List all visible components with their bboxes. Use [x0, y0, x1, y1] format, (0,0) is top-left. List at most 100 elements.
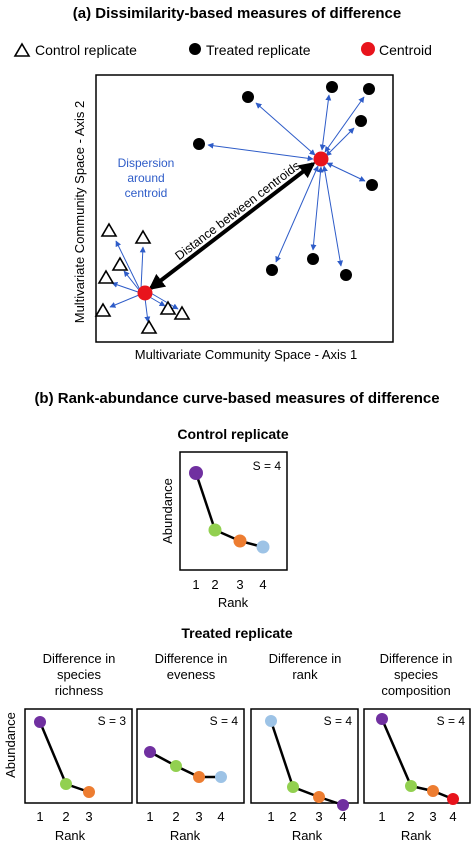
dispersion-label-line-1: Dispersion [118, 156, 175, 170]
eveness-s-label: S = 4 [210, 714, 239, 728]
treated-plot-composition: Difference in species composition S = 4 … [363, 651, 471, 843]
rank-tick-1: 1 [267, 809, 274, 824]
control-arrow-4 [111, 281, 139, 293]
control-replicate [94, 302, 112, 317]
rank-tick-4: 4 [339, 809, 346, 824]
eveness-tick-3: 3 [195, 809, 202, 824]
dispersion-label-line-3: centroid [125, 186, 168, 200]
composition-tick-1: 1 [378, 809, 385, 824]
legend-centroid-marker [361, 42, 375, 56]
treated-dispersion-arrows [207, 94, 366, 267]
x-axis-label: Multivariate Community Space - Axis 1 [135, 347, 358, 362]
eveness-title-line-1: Difference in [155, 651, 228, 666]
eveness-tick-2: 2 [172, 809, 179, 824]
control-replicate [173, 305, 191, 320]
treated-replicate-title: Treated replicate [181, 625, 292, 641]
treated-replicate [193, 138, 205, 150]
legend-centroid-label: Centroid [379, 42, 432, 58]
y-axis-label: Multivariate Community Space - Axis 2 [72, 101, 87, 324]
control-replicate-title: Control replicate [177, 426, 288, 442]
treated-arrow-1 [255, 102, 316, 156]
control-replicate [140, 319, 158, 334]
composition-rank-label: Rank [401, 828, 432, 843]
rank-title-line-1: Difference in [269, 651, 342, 666]
composition-curve [380, 718, 454, 801]
composition-tick-3: 3 [429, 809, 436, 824]
treated-abundance-label: Abundance [3, 712, 18, 778]
treated-plot-eveness: Difference in eveness S = 4 1 2 3 4 Rank [136, 651, 245, 843]
treated-replicates [193, 81, 378, 281]
control-replicate [134, 229, 152, 244]
control-replicates [94, 222, 191, 334]
eveness-tick-1: 1 [146, 809, 153, 824]
control-abundance-label: Abundance [160, 478, 175, 544]
treated-replicate [340, 269, 352, 281]
treated-arrow-5 [207, 142, 314, 162]
control-replicate [111, 256, 129, 271]
rank-curve [269, 720, 344, 807]
control-tick-4: 4 [259, 577, 266, 592]
composition-title-line-1: Difference in [380, 651, 453, 666]
control-curve [194, 472, 264, 549]
richness-tick-3: 3 [85, 809, 92, 824]
treated-centroid [313, 151, 329, 167]
richness-s-label: S = 3 [98, 714, 127, 728]
species-point-lightblue [256, 540, 270, 554]
control-s-label: S = 4 [253, 459, 282, 473]
species-point-orange [233, 534, 247, 548]
treated-replicate [307, 253, 319, 265]
species-point-green [170, 760, 182, 772]
treated-replicate [355, 115, 367, 127]
species-point-purple [337, 799, 349, 811]
treated-replicate [266, 264, 278, 276]
control-centroid [137, 285, 153, 301]
rank-tick-2: 2 [289, 809, 296, 824]
treated-arrow-6 [326, 162, 366, 182]
rank-plot-frame [250, 708, 359, 804]
dispersion-label-line-2: around [127, 171, 164, 185]
control-tick-1: 1 [192, 577, 199, 592]
rank-rank-label: Rank [292, 828, 323, 843]
species-point-green [405, 780, 417, 792]
control-tick-3: 3 [236, 577, 243, 592]
species-point-purple [189, 466, 203, 480]
control-plot-frame [179, 451, 288, 571]
control-replicate [97, 269, 115, 284]
eveness-title-line-2: eveness [167, 667, 216, 682]
species-point-orange [193, 771, 205, 783]
control-arrow-3 [123, 270, 140, 291]
control-arrow-6 [144, 297, 151, 323]
richness-tick-2: 2 [62, 809, 69, 824]
composition-title-line-2: species [394, 667, 439, 682]
legend-treated-label: Treated replicate [206, 42, 311, 58]
legend-control-label: Control replicate [35, 42, 137, 58]
richness-plot-frame [24, 708, 133, 804]
rank-title-line-2: rank [292, 667, 318, 682]
treated-arrow-2 [319, 94, 332, 151]
species-point-green [60, 778, 72, 790]
panel-a-title: (a) Dissimilarity-based measures of diff… [73, 5, 401, 22]
species-point-orange [427, 785, 439, 797]
ordination-plot-frame [95, 74, 394, 343]
control-rank-label: Rank [218, 595, 249, 610]
richness-title-line-3: richness [55, 683, 104, 698]
legend-control-marker [13, 42, 31, 57]
richness-title-line-1: Difference in [43, 651, 116, 666]
species-point-purple [376, 713, 388, 725]
richness-rank-label: Rank [55, 828, 86, 843]
control-dispersion-arrows [109, 240, 179, 323]
eveness-tick-4: 4 [217, 809, 224, 824]
composition-title-line-3: composition [381, 683, 450, 698]
rank-s-label: S = 4 [324, 714, 353, 728]
composition-s-label: S = 4 [437, 714, 466, 728]
composition-tick-4: 4 [449, 809, 456, 824]
treated-replicate [242, 91, 254, 103]
control-arrow-2 [139, 246, 146, 290]
eveness-plot-frame [136, 708, 245, 804]
species-point-red [447, 793, 459, 805]
control-replicate [100, 222, 118, 237]
rank-tick-3: 3 [315, 809, 322, 824]
treated-arrow-9 [321, 165, 344, 267]
species-point-orange [83, 786, 95, 798]
